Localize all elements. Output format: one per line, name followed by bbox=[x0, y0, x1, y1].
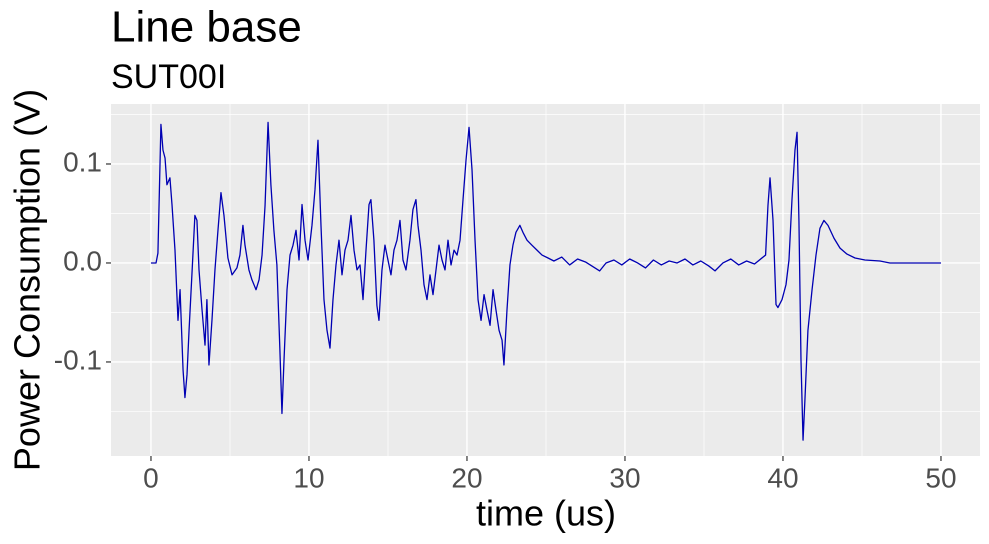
plot-panel bbox=[111, 104, 980, 456]
y-tick-label: 0.1 bbox=[63, 146, 102, 177]
x-tick-label: 0 bbox=[143, 462, 159, 493]
data-line bbox=[150, 121, 941, 441]
y-tick-label: -0.1 bbox=[54, 344, 102, 375]
y-axis-label: Power Consumption (V) bbox=[7, 89, 48, 471]
chart-subtitle: SUT00I bbox=[111, 58, 226, 96]
x-tick-label: 10 bbox=[293, 462, 324, 493]
chart-title: Line base bbox=[111, 3, 302, 52]
x-tick-label: 20 bbox=[451, 462, 482, 493]
x-tick-label: 30 bbox=[609, 462, 640, 493]
x-axis-label: time (us) bbox=[476, 493, 616, 534]
x-tick-label: 40 bbox=[767, 462, 798, 493]
y-tick-label: 0.0 bbox=[63, 245, 102, 276]
x-tick-label: 50 bbox=[925, 462, 956, 493]
